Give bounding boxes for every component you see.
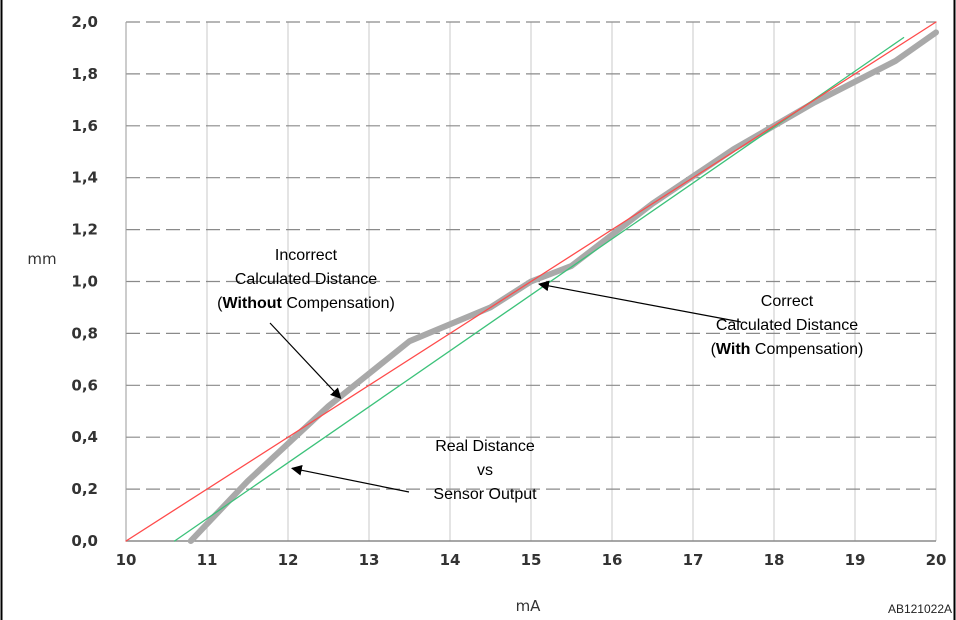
y-tick-label: 1,6 [71,117,98,135]
x-tick-label: 15 [521,551,542,569]
annotation-segment: ( [711,341,717,358]
y-tick-label: 0,0 [71,532,98,550]
annotation-line: Calculated Distance [235,271,377,288]
annotation-arrow [538,280,742,323]
annotation-line: Incorrect [275,247,338,264]
annotation-segment: Compensation) [750,341,863,358]
y-tick-label: 1,0 [71,273,98,291]
x-tick-label: 11 [197,551,218,569]
annotation-segment: Incorrect [275,247,338,264]
y-tick-label: 2,0 [71,13,98,31]
x-tick-label: 12 [278,551,299,569]
annotation-line: Real Distance [435,438,535,455]
annotation-line: Calculated Distance [716,317,858,334]
x-axis-label: mA [516,597,542,615]
y-tick-label: 0,6 [71,376,98,394]
y-tick-label: 0,2 [71,480,98,498]
y-tick-label: 0,4 [71,428,98,446]
y-axis-label: mm [27,250,56,268]
figure-code: AB121022A [888,602,952,616]
annotation-layer: Incorrect Calculated Distance (Without Com… [217,247,863,503]
annotation-segment: Correct [761,293,814,310]
annotation-line: Correct [761,293,814,310]
x-tick-label: 16 [602,551,623,569]
annotation-segment: Calculated Distance [716,317,858,334]
annotation-text: Real Distance vs Sensor Output [433,438,537,503]
x-tick-label: 14 [440,551,461,569]
annotation-segment: ( [217,295,223,312]
annotation-segment: Compensation) [282,295,395,312]
y-tick-label: 0,8 [71,324,98,342]
annotation-segment: Without [222,295,282,312]
annotation-text: Incorrect Calculated Distance (Without Com… [217,247,395,312]
x-tick-label: 10 [116,551,137,569]
x-tick-label: 20 [926,551,947,569]
annotation-line: vs [477,462,493,479]
series-line [187,29,939,544]
series-line [125,21,937,542]
annotation-arrow [269,322,342,400]
annotation-segment: Real Distance [435,438,535,455]
x-tick-label: 17 [683,551,704,569]
annotation-segment: With [716,341,751,358]
x-tick-label: 18 [764,551,785,569]
annotation-segment: Calculated Distance [235,271,377,288]
annotation-line: Sensor Output [433,486,537,503]
y-tick-label: 1,8 [71,65,98,83]
annotation-line: (With Compensation) [711,341,864,358]
x-tick-label: 13 [359,551,380,569]
y-tick-label: 1,4 [71,169,98,187]
annotation-arrow [290,464,410,493]
annotation-segment: vs [477,462,493,479]
y-tick-label: 1,2 [71,221,98,239]
annotation-text: Correct Calculated Distance (With Compensa… [711,293,864,358]
x-tick-label: 19 [845,551,866,569]
tick-layer: 10 11 12 13 14 15 16 17 18 19 20 0,0 0,2 0,4 0,6 0,8 1,0… [71,13,946,569]
annotation-line: (Without Compensation) [217,295,395,312]
annotation-segment: Sensor Output [433,486,537,503]
